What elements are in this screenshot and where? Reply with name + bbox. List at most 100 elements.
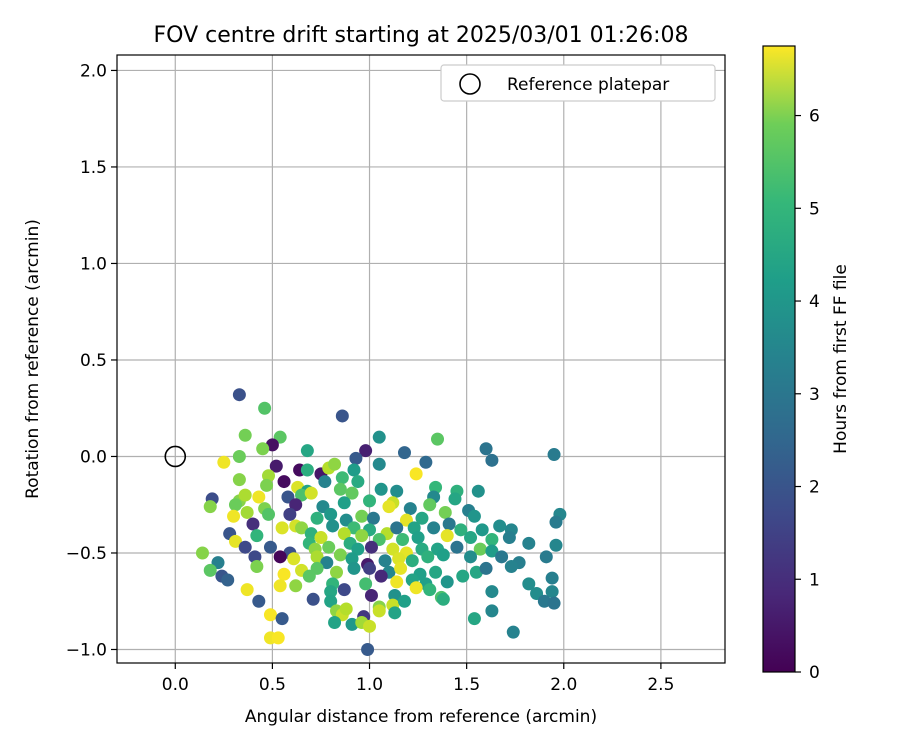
data-point (372, 604, 386, 618)
legend-label: Reference platepar (507, 75, 669, 95)
data-point (522, 577, 536, 591)
colorbar-tick-label: 6 (809, 107, 820, 127)
data-point (473, 542, 487, 556)
data-point (423, 583, 437, 597)
data-point (273, 550, 287, 564)
colorbar-tick-label: 1 (809, 570, 820, 590)
data-point (364, 540, 378, 554)
data-point (335, 471, 349, 485)
reference-marker (164, 445, 187, 468)
data-point (522, 536, 536, 550)
data-point (366, 511, 380, 525)
data-point (314, 531, 328, 545)
data-point (295, 488, 309, 502)
data-point (304, 486, 318, 500)
data-point (345, 486, 359, 500)
y-tick-label: −0.5 (66, 544, 107, 564)
data-point (467, 612, 481, 626)
data-point (328, 457, 342, 471)
data-point (431, 432, 445, 446)
data-point (228, 498, 242, 512)
legend-marker-icon (459, 73, 481, 95)
data-point (339, 602, 353, 616)
data-point (263, 540, 277, 554)
data-point (347, 561, 361, 575)
data-point (275, 612, 289, 626)
data-point (258, 401, 272, 415)
data-point (326, 519, 340, 533)
data-point (429, 480, 443, 494)
data-point (335, 409, 349, 423)
data-point (248, 550, 262, 564)
data-point (467, 509, 481, 523)
data-point (289, 579, 303, 593)
y-tick-label: 2.0 (80, 61, 107, 81)
data-point (275, 521, 289, 535)
data-point (263, 608, 277, 622)
data-point (324, 594, 338, 608)
data-point (475, 523, 489, 537)
data-point (287, 552, 301, 566)
data-point (260, 478, 274, 492)
data-point (320, 556, 334, 570)
data-point (411, 531, 425, 545)
colorbar: 0 1 2 3 4 5 6 Hours from first FF file (762, 45, 851, 683)
data-point (262, 507, 276, 521)
data-point (195, 546, 209, 560)
plot-frame (116, 54, 726, 664)
colorbar-tick-label: 3 (809, 385, 820, 405)
data-point (238, 540, 252, 554)
data-point (328, 615, 342, 629)
data-point (440, 575, 454, 589)
data-point (232, 473, 246, 487)
data-point (545, 571, 559, 585)
data-point (485, 604, 499, 618)
data-point (238, 488, 252, 502)
data-point (302, 569, 316, 583)
data-point (271, 631, 285, 645)
data-point (277, 475, 291, 489)
y-tick-label: 0.0 (80, 447, 107, 467)
data-point (359, 577, 373, 591)
data-point (228, 534, 242, 548)
data-point (448, 492, 462, 506)
data-point (450, 540, 464, 554)
data-point (252, 490, 266, 504)
data-point (363, 619, 377, 633)
y-axis-ticks: −1.0 −0.5 0.0 0.5 1.0 1.5 2.0 (66, 61, 117, 660)
data-point (419, 455, 433, 469)
data-point (397, 594, 411, 608)
data-point (359, 444, 373, 458)
data-point (464, 531, 478, 545)
data-point (436, 592, 450, 606)
legend: Reference platepar (440, 64, 716, 102)
data-point (203, 563, 217, 577)
data-point (537, 594, 551, 608)
data-point (250, 529, 264, 543)
data-point (295, 521, 309, 535)
data-point (394, 561, 408, 575)
data-point (388, 606, 402, 620)
data-point (351, 542, 365, 556)
data-point (246, 517, 260, 531)
data-point (345, 552, 359, 566)
data-point (273, 579, 287, 593)
data-point (547, 596, 561, 610)
y-tick-label: 1.5 (80, 158, 107, 178)
colorbar-tick-label: 2 (809, 478, 820, 498)
data-point (392, 552, 406, 566)
data-point (403, 502, 417, 516)
data-point (363, 561, 377, 575)
data-point (382, 500, 396, 514)
data-point (485, 585, 499, 599)
data-point (238, 428, 252, 442)
x-tick-label: 1.0 (356, 675, 383, 695)
data-point (349, 451, 363, 465)
data-point (345, 617, 359, 631)
data-point (456, 569, 470, 583)
data-point (539, 550, 553, 564)
data-point (506, 625, 520, 639)
data-point (485, 453, 499, 467)
data-point (333, 548, 347, 562)
x-tick-label: 0.0 (162, 675, 189, 695)
